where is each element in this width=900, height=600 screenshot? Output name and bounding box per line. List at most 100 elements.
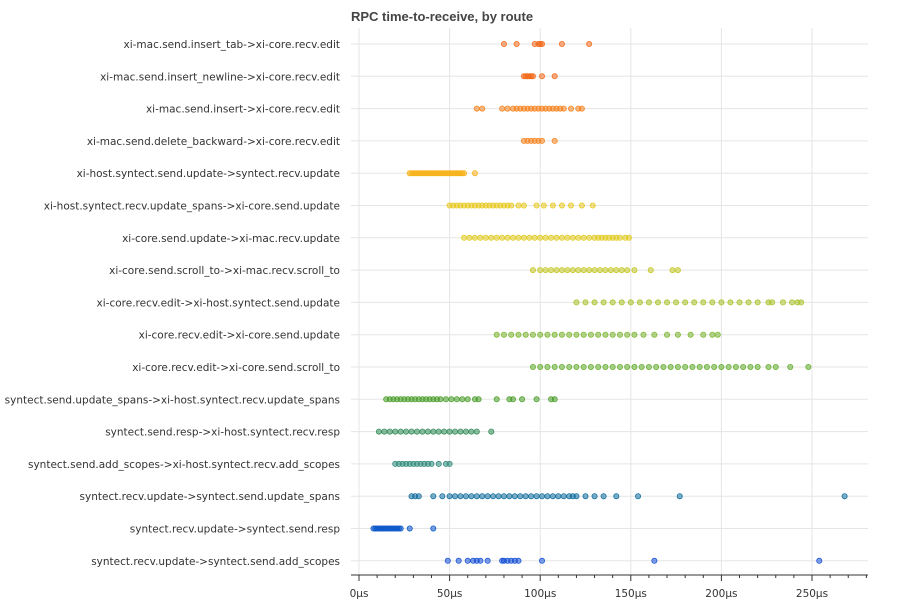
data-point [528, 493, 535, 500]
data-point [457, 428, 464, 435]
data-point [477, 234, 484, 241]
data-point [558, 234, 565, 241]
category-label: syntect.recv.update->syntect.send.add_sc… [91, 556, 340, 568]
data-point [582, 493, 589, 500]
category-label: xi-mac.send.insert_tab->xi-core.recv.edi… [124, 39, 341, 51]
category-label: xi-core.send.scroll_to->xi-mac.recv.scro… [109, 265, 340, 277]
category-label: xi-host.syntect.recv.update_spans->xi-co… [44, 201, 340, 213]
data-point [624, 331, 631, 338]
data-point [711, 363, 718, 370]
data-point [586, 234, 593, 241]
data-point [696, 363, 703, 370]
data-point [482, 234, 489, 241]
data-point [580, 363, 587, 370]
data-point [473, 105, 480, 112]
data-point [703, 363, 710, 370]
data-point [479, 493, 486, 500]
data-point [558, 41, 565, 48]
data-point [471, 234, 478, 241]
data-point [468, 428, 475, 435]
data-point [682, 299, 689, 306]
data-point [466, 234, 473, 241]
data-point [510, 234, 517, 241]
data-point [780, 299, 787, 306]
data-point [580, 234, 587, 241]
data-point [689, 363, 696, 370]
data-point [600, 493, 607, 500]
data-point [533, 493, 540, 500]
data-point [553, 267, 560, 274]
data-point [676, 493, 683, 500]
data-point [537, 267, 544, 274]
data-point [566, 363, 573, 370]
data-point [575, 267, 582, 274]
data-point [635, 493, 642, 500]
data-point [555, 493, 562, 500]
data-point [745, 299, 752, 306]
data-point [462, 493, 469, 500]
data-point [540, 202, 547, 209]
data-point [446, 493, 453, 500]
data-point [539, 493, 546, 500]
data-point [493, 234, 500, 241]
data-point [595, 331, 602, 338]
data-point [651, 331, 658, 338]
data-point [471, 170, 478, 177]
data-point [586, 41, 593, 48]
data-point [529, 363, 536, 370]
data-point [596, 267, 603, 274]
category-label: xi-core.recv.edit->xi-core.send.scroll_t… [132, 362, 340, 374]
data-point [435, 460, 442, 467]
data-point [747, 363, 754, 370]
data-point [578, 202, 585, 209]
x-tick-label: 250μs [796, 588, 828, 600]
data-point [727, 299, 734, 306]
data-point [537, 234, 544, 241]
data-point [522, 331, 529, 338]
data-point [725, 363, 732, 370]
data-point [430, 525, 437, 532]
data-point [549, 493, 556, 500]
x-axis-ticks: 0μs 50μs 100μs 150μs 200μs 250μs [350, 575, 867, 600]
data-point [591, 493, 598, 500]
data-point [419, 428, 426, 435]
data-point [473, 493, 480, 500]
data-point [452, 493, 459, 500]
data-point [504, 234, 511, 241]
data-point [640, 331, 647, 338]
data-point [549, 202, 556, 209]
data-point [504, 105, 511, 112]
data-point [841, 493, 848, 500]
category-label: syntect.recv.update->syntect.send.update… [80, 491, 340, 503]
data-point [660, 363, 667, 370]
data-point [542, 267, 549, 274]
data-point [718, 363, 725, 370]
data-point [587, 363, 594, 370]
data-point [477, 557, 484, 564]
data-point [674, 363, 681, 370]
data-point [602, 331, 609, 338]
data-point [533, 202, 540, 209]
data-point [609, 331, 616, 338]
data-point [687, 331, 694, 338]
data-point [408, 428, 415, 435]
data-point [464, 557, 471, 564]
data-point [539, 41, 546, 48]
data-point [602, 363, 609, 370]
data-point [718, 299, 725, 306]
data-point [765, 363, 772, 370]
data-point [551, 363, 558, 370]
data-point [558, 331, 565, 338]
data-point [544, 493, 551, 500]
data-point [553, 234, 560, 241]
x-tick-label: 200μs [705, 588, 737, 600]
data-point [613, 493, 620, 500]
data-point [558, 363, 565, 370]
data-point [453, 396, 460, 403]
data-point [513, 41, 520, 48]
data-point [787, 363, 794, 370]
data-point [446, 460, 453, 467]
data-point [667, 363, 674, 370]
data-point [551, 73, 558, 80]
data-point [493, 396, 500, 403]
